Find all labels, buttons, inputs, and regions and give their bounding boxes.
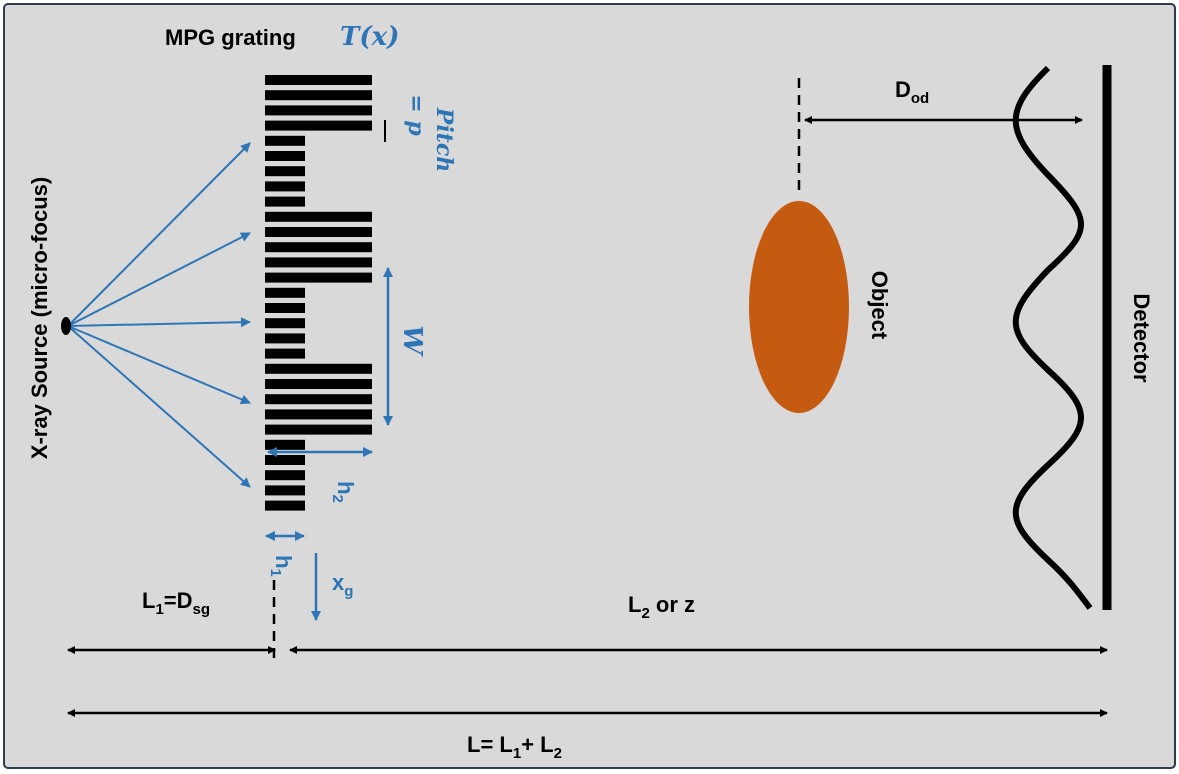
ray [67,142,251,327]
long-bar [265,105,372,116]
short-bar [265,303,305,313]
short-bar [265,151,305,161]
total-a-sub: 1 [513,745,521,762]
short-bar [265,500,305,511]
intensity-wave [1012,65,1093,610]
short-bar [265,455,305,465]
long-bar [265,394,372,405]
width-label: W [397,325,427,357]
h1-label: h1 [267,555,296,577]
l1-label: L1=Dsg [142,588,210,618]
l1-a: L [142,588,155,613]
background [3,3,1176,769]
title: MPG grating [165,25,296,50]
long-bar [265,227,372,237]
object-label: Object [867,271,892,340]
dod-label: Dod [895,77,929,107]
total-b-sub: 2 [554,745,562,762]
long-bar [265,242,372,253]
h1-main: h [271,555,296,568]
ray [67,325,251,488]
source-label: X-ray Source (micro-focus) [27,177,52,459]
transmission-function: T(x) [340,22,399,52]
h1-sub: 1 [267,569,284,577]
l2-label: L2 or z [628,592,695,622]
short-bar [265,348,305,359]
dod-main: D [895,77,911,102]
total-label: L= L1+ L2 [467,732,562,762]
xg-label: xg [332,570,353,600]
short-bar [265,470,305,481]
grating [265,75,372,511]
rays [67,142,251,488]
h2-sub: 2 [329,495,346,503]
l2-a-sub: 2 [641,605,649,622]
detector-label: Detector [1129,293,1154,383]
ray [67,325,251,405]
total-a: L= L [467,732,513,757]
short-bar [265,333,305,344]
long-bar [265,90,372,101]
long-bar [265,211,372,222]
ray [67,232,251,327]
short-bar [265,318,305,329]
h2-label: h2 [329,481,358,503]
short-bar [265,181,305,192]
short-bar [265,166,305,177]
short-bar [265,439,305,450]
ray [67,317,251,328]
object [749,201,849,413]
pitch-word: Pitch [431,107,457,172]
l1-a-sub: 1 [155,601,163,618]
source-point [61,317,71,335]
long-bar [265,363,372,374]
pitch-equation: = p [403,94,429,136]
long-bar [265,424,372,435]
l2-rest: or z [650,592,695,617]
short-bar [265,196,305,207]
long-bar [265,75,372,85]
short-bar [265,485,305,496]
long-bar [265,120,372,131]
long-bar [265,379,372,389]
short-bar [265,135,305,146]
h2-main: h [333,481,358,494]
xg-main: x [332,570,345,595]
long-bar [265,409,372,420]
dod-sub: od [911,90,929,107]
long-bar [265,272,372,283]
long-bar [265,257,372,268]
short-bar [265,287,305,298]
total-plus: + L [521,732,553,757]
l1-eq: =D [164,588,193,613]
l1-b-sub: sg [193,601,211,618]
xg-sub: g [344,583,353,600]
l2-a: L [628,592,641,617]
